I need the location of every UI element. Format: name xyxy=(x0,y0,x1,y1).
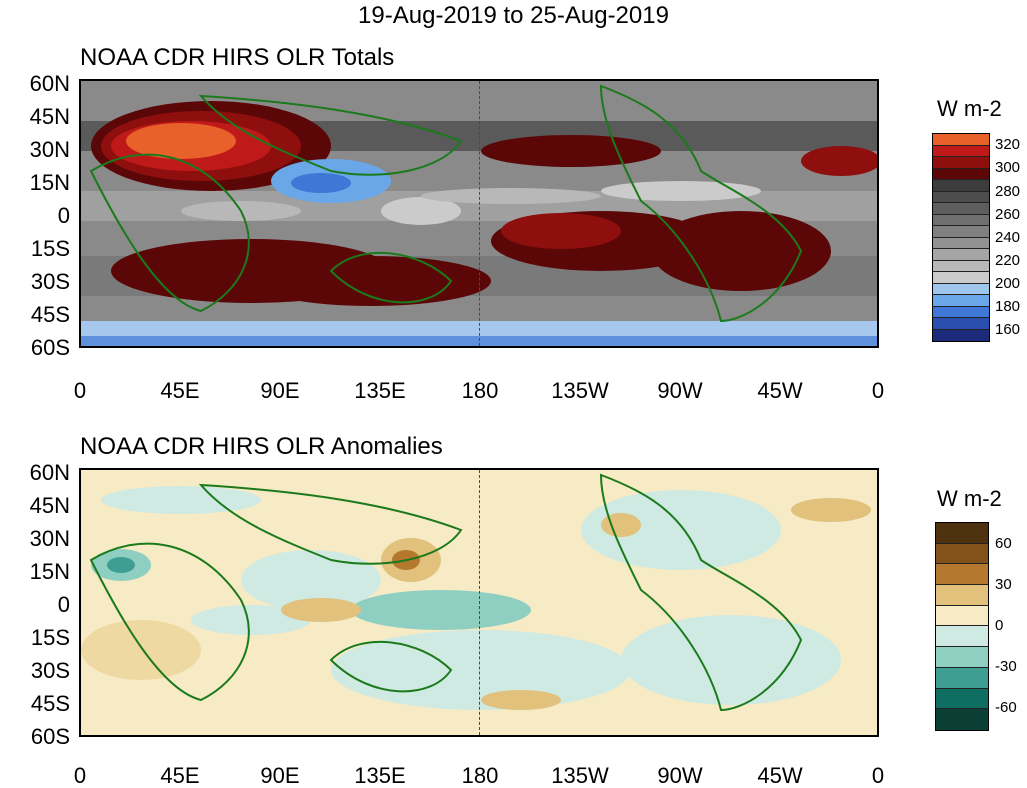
totals-colorbar xyxy=(932,133,990,342)
totals-colorbar-label: 320 xyxy=(995,136,1021,153)
totals-lon-label: 180 xyxy=(461,378,499,403)
anomalies-colorbar-label: -60 xyxy=(995,699,1017,716)
totals-colorbar-label: 260 xyxy=(995,206,1021,223)
totals-colorbar-swatch xyxy=(933,283,989,295)
totals-colorbar-swatch xyxy=(933,306,989,318)
anomalies-colorbar xyxy=(935,522,989,731)
totals-colorbar-swatch xyxy=(933,260,989,272)
totals-colorbar-swatch xyxy=(933,214,989,226)
totals-colorbar-title: W m-2 xyxy=(937,96,1002,121)
totals-colorbar-swatch xyxy=(933,180,989,192)
anomalies-lon-label: 135W xyxy=(551,763,609,788)
totals-lat-label: 0 xyxy=(57,203,70,228)
totals-colorbar-label: 240 xyxy=(995,229,1021,246)
totals-colorbar-swatch xyxy=(933,203,989,215)
totals-colorbar-swatch xyxy=(933,295,989,307)
totals-colorbar-swatch xyxy=(933,145,989,157)
anomalies-colorbar-swatch xyxy=(936,564,988,586)
anomalies-lon-label: 45W xyxy=(757,763,803,788)
totals-lon-label: 45W xyxy=(757,378,803,403)
anomalies-lat-label: 15N xyxy=(29,559,70,584)
anomalies-colorbar-swatch xyxy=(936,523,988,544)
totals-lon-label: 0 xyxy=(871,378,885,403)
anomalies-lat-label: 60N xyxy=(29,460,70,485)
totals-lat-label: 15S xyxy=(30,236,70,261)
anomalies-lat-label: 45S xyxy=(30,691,70,716)
totals-lon-label: 45E xyxy=(160,378,200,403)
anomalies-colorbar-swatch xyxy=(936,543,988,565)
totals-colorbar-swatch xyxy=(933,272,989,284)
anomalies-lon-label: 90W xyxy=(657,763,703,788)
anomalies-lon-label: 0 xyxy=(73,763,87,788)
anomalies-lat-label: 45N xyxy=(29,493,70,518)
main-title: 19-Aug-2019 to 25-Aug-2019 xyxy=(358,2,669,29)
totals-lat-label: 45N xyxy=(29,104,70,129)
anomalies-colorbar-swatch xyxy=(936,667,988,689)
totals-lat-label: 30S xyxy=(30,269,70,294)
anomalies-lat-label: 30N xyxy=(29,526,70,551)
anomalies-colorbar-label: 30 xyxy=(995,576,1012,593)
anomalies-lon-label: 90E xyxy=(260,763,300,788)
anomalies-lon-label: 135E xyxy=(354,763,406,788)
totals-panel-title: NOAA CDR HIRS OLR Totals xyxy=(80,44,395,71)
anomalies-lon-label: 45E xyxy=(160,763,200,788)
totals-lat-label: 45S xyxy=(30,302,70,327)
totals-lon-label: 135W xyxy=(551,378,609,403)
anomalies-lat-label: 60S xyxy=(30,724,70,749)
anomalies-colorbar-swatch xyxy=(936,709,988,730)
anomalies-colorbar-title: W m-2 xyxy=(937,486,1002,511)
anomalies-lon-label: 180 xyxy=(461,763,499,788)
anomalies-colorbar-label: -30 xyxy=(995,658,1017,675)
totals-lon-label: 0 xyxy=(73,378,87,403)
totals-colorbar-swatch xyxy=(933,191,989,203)
anomalies-panel-title: NOAA CDR HIRS OLR Anomalies xyxy=(80,433,443,460)
totals-lat-label: 60S xyxy=(30,335,70,360)
totals-colorbar-label: 220 xyxy=(995,252,1021,269)
totals-colorbar-swatch xyxy=(933,329,989,341)
anomalies-colorbar-label: 0 xyxy=(995,617,1004,634)
anomalies-colorbar-swatch xyxy=(936,647,988,668)
totals-lat-label: 30N xyxy=(29,137,70,162)
totals-colorbar-label: 300 xyxy=(995,159,1021,176)
totals-colorbar-label: 200 xyxy=(995,275,1021,292)
anomalies-lat-label: 0 xyxy=(57,592,70,617)
totals-colorbar-swatch xyxy=(933,237,989,249)
anomalies-colorbar-swatch xyxy=(936,688,988,710)
totals-lon-label: 90E xyxy=(260,378,300,403)
anomalies-lat-label: 30S xyxy=(30,658,70,683)
anomalies-colorbar-label: 60 xyxy=(995,535,1012,552)
totals-colorbar-label: 280 xyxy=(995,183,1021,200)
totals-colorbar-swatch xyxy=(933,168,989,180)
totals-colorbar-swatch xyxy=(933,249,989,261)
totals-colorbar-swatch xyxy=(933,134,989,146)
anomalies-lon-label: 0 xyxy=(871,763,885,788)
totals-colorbar-label: 160 xyxy=(995,321,1021,338)
totals-lat-label: 15N xyxy=(29,170,70,195)
totals-lon-label: 90W xyxy=(657,378,703,403)
totals-dateline xyxy=(479,81,480,346)
totals-lat-label: 60N xyxy=(29,71,70,96)
anomalies-colorbar-swatch xyxy=(936,585,988,606)
totals-colorbar-swatch xyxy=(933,226,989,238)
anomalies-colorbar-swatch xyxy=(936,626,988,648)
totals-colorbar-swatch xyxy=(933,318,989,330)
totals-colorbar-swatch xyxy=(933,157,989,169)
anomalies-dateline xyxy=(479,470,480,735)
totals-lon-label: 135E xyxy=(354,378,406,403)
totals-colorbar-label: 180 xyxy=(995,298,1021,315)
anomalies-lat-label: 15S xyxy=(30,625,70,650)
anomalies-colorbar-swatch xyxy=(936,605,988,627)
